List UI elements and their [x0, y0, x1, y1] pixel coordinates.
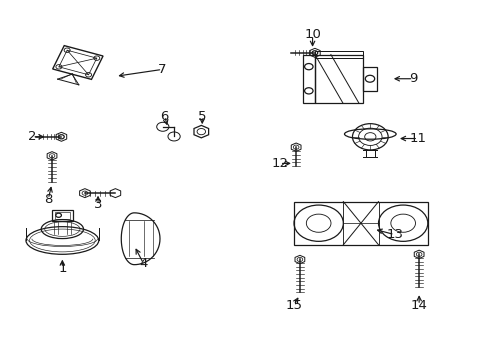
Text: 3: 3: [94, 198, 102, 211]
Text: 12: 12: [271, 157, 287, 170]
Text: 13: 13: [386, 228, 403, 241]
Text: 8: 8: [44, 193, 52, 206]
Text: 11: 11: [409, 132, 426, 145]
Text: 6: 6: [160, 109, 168, 122]
Bar: [293, 202, 427, 245]
Text: 15: 15: [285, 298, 302, 312]
Text: 9: 9: [408, 72, 417, 85]
Text: 2: 2: [28, 130, 37, 143]
Text: 4: 4: [139, 257, 147, 270]
Text: 10: 10: [304, 28, 320, 41]
Text: 14: 14: [410, 298, 427, 312]
Bar: [362, 67, 376, 91]
Bar: [314, 51, 362, 58]
Text: 1: 1: [58, 262, 66, 275]
Text: 7: 7: [158, 63, 166, 76]
Bar: [314, 55, 362, 103]
Bar: [52, 210, 73, 221]
Text: 5: 5: [198, 109, 206, 122]
Bar: [55, 212, 70, 219]
Bar: [303, 55, 314, 103]
